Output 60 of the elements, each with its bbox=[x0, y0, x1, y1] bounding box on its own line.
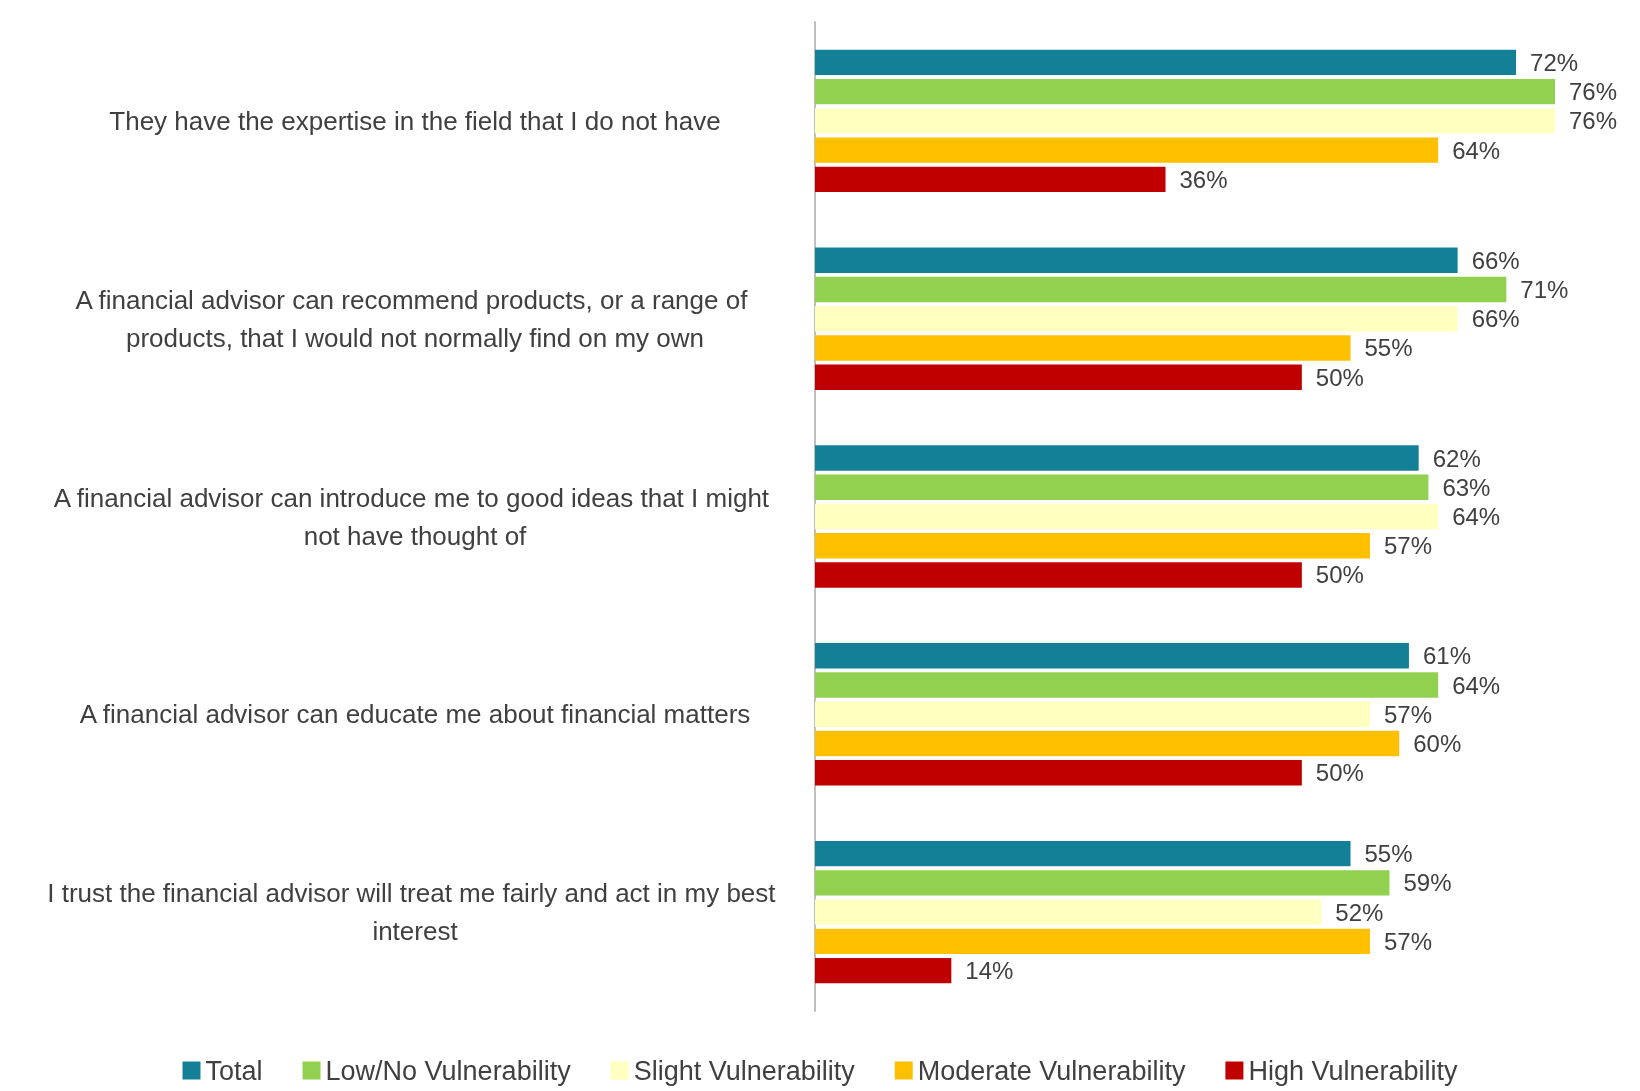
legend-label: Slight Vulnerability bbox=[633, 1055, 856, 1086]
bar bbox=[815, 247, 1458, 273]
data-label: 14% bbox=[965, 957, 1014, 985]
data-label: 76% bbox=[1569, 78, 1618, 106]
bar bbox=[815, 899, 1322, 925]
bar bbox=[815, 870, 1390, 896]
data-label: 64% bbox=[1452, 671, 1501, 699]
bar bbox=[815, 957, 952, 984]
data-label: 55% bbox=[1364, 334, 1413, 362]
bar bbox=[815, 137, 1439, 163]
legend-label: Total bbox=[205, 1055, 263, 1086]
data-label: 61% bbox=[1422, 642, 1471, 670]
bar bbox=[815, 166, 1166, 193]
data-label: 57% bbox=[1384, 532, 1433, 560]
bar bbox=[815, 335, 1351, 361]
data-label: 52% bbox=[1335, 898, 1384, 926]
data-label: 64% bbox=[1452, 136, 1501, 164]
bar bbox=[815, 445, 1419, 471]
data-label: 64% bbox=[1452, 503, 1501, 530]
legend-label: High Vulnerability bbox=[1248, 1055, 1459, 1086]
bar bbox=[815, 276, 1507, 303]
bar bbox=[815, 643, 1409, 669]
y-tick-label: A financial advisor can recommend products, or a range of products, that I would not normally find on my own bbox=[75, 284, 755, 353]
data-label: 36% bbox=[1179, 165, 1228, 193]
bar bbox=[815, 503, 1439, 530]
y-tick-label: I trust the financial advisor will treat me fairly and act in my best interest bbox=[47, 878, 783, 947]
legend-label: Moderate Vulnerability bbox=[917, 1055, 1186, 1086]
bar bbox=[815, 672, 1439, 698]
bar bbox=[815, 840, 1351, 867]
bar bbox=[815, 474, 1429, 500]
y-tick-label: A financial advisor can introduce me to good ideas that I might not have thought of bbox=[53, 482, 777, 551]
data-label: 71% bbox=[1520, 275, 1569, 303]
data-label: 60% bbox=[1413, 730, 1462, 758]
bar bbox=[815, 760, 1302, 786]
data-label: 59% bbox=[1403, 869, 1452, 897]
data-label: 55% bbox=[1364, 840, 1413, 868]
y-tick-label: They have the expertise in the field that I do not have bbox=[109, 105, 721, 136]
data-label: 57% bbox=[1384, 927, 1433, 955]
data-label: 66% bbox=[1471, 246, 1520, 274]
bar bbox=[815, 928, 1370, 955]
data-label: 62% bbox=[1432, 444, 1481, 472]
data-label: 50% bbox=[1315, 363, 1364, 391]
data-label: 72% bbox=[1530, 48, 1579, 76]
y-tick-label: A financial advisor can educate me about financial matters bbox=[79, 699, 751, 730]
legend-label: Low/No Vulnerability bbox=[325, 1055, 572, 1086]
bar bbox=[815, 701, 1370, 728]
data-label: 66% bbox=[1471, 305, 1520, 333]
bar bbox=[815, 78, 1555, 105]
bar bbox=[815, 305, 1458, 332]
bar bbox=[815, 364, 1302, 390]
data-label: 57% bbox=[1384, 700, 1433, 728]
data-label: 50% bbox=[1315, 561, 1364, 589]
bar bbox=[815, 533, 1370, 559]
bar bbox=[815, 108, 1555, 134]
data-label: 50% bbox=[1315, 759, 1364, 787]
bar bbox=[815, 49, 1517, 76]
bar bbox=[815, 562, 1302, 588]
data-label: 76% bbox=[1569, 107, 1618, 135]
bar bbox=[815, 730, 1400, 757]
data-label: 63% bbox=[1442, 473, 1491, 501]
